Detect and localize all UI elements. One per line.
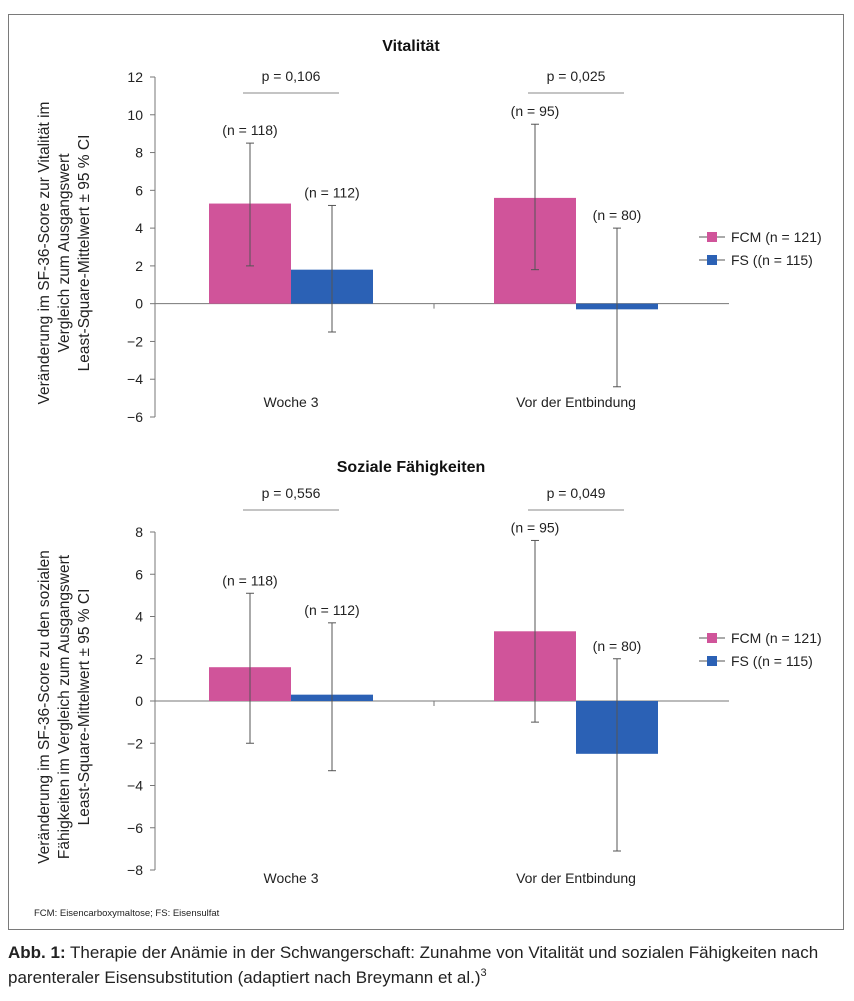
panel2-y-tick-label: 6 bbox=[135, 566, 143, 582]
panel2-n-label: (n = 95) bbox=[511, 519, 560, 535]
panel1-legend-swatch bbox=[707, 232, 717, 242]
panel2-y-axis-label-line: Least-Square-Mittelwert ± 95 % CI bbox=[76, 589, 93, 826]
panel1-y-tick-label: 10 bbox=[127, 107, 143, 123]
panel2-y-axis-label-line: Veränderung im SF-36-Score zu den sozial… bbox=[36, 550, 53, 864]
panel2-y-tick-label: −4 bbox=[127, 778, 143, 794]
panel2-legend-label: FS ((n = 115) bbox=[731, 653, 813, 669]
panel1-y-axis-label-line: Least-Square-Mittelwert ± 95 % CI bbox=[76, 135, 93, 372]
panel1-y-tick-label: 4 bbox=[135, 220, 143, 236]
panel1-y-tick-label: 8 bbox=[135, 145, 143, 161]
panel2-chart-title: Soziale Fähigkeiten bbox=[337, 459, 485, 476]
panel2-legend-swatch bbox=[707, 656, 717, 666]
panel1-category-label: Vor der Entbindung bbox=[516, 394, 636, 410]
figure-caption: Abb. 1: Therapie der Anämie in der Schwa… bbox=[8, 940, 844, 990]
panel1-y-tick-label: −6 bbox=[127, 409, 143, 425]
panel1-n-label: (n = 80) bbox=[593, 207, 642, 223]
panel2-n-label: (n = 118) bbox=[222, 572, 277, 588]
panel2-category-label: Vor der Entbindung bbox=[516, 870, 636, 886]
panel2-y-tick-label: 0 bbox=[135, 693, 143, 709]
figure-frame: Vitalität Veränderung im SF-36-Score zur … bbox=[8, 14, 844, 930]
panel1-p-value-label: p = 0,106 bbox=[262, 68, 321, 84]
panel1-p-value-label: p = 0,025 bbox=[547, 68, 606, 84]
panel1-y-tick-label: 0 bbox=[135, 296, 143, 312]
panel2-y-tick-label: 2 bbox=[135, 651, 143, 667]
panel1-n-label: (n = 118) bbox=[222, 122, 277, 138]
caption-ref: 3 bbox=[480, 967, 487, 979]
panel1-y-axis-label-line: Veränderung im SF-36-Score zur Vitalität… bbox=[36, 102, 53, 405]
panel2-y-axis-label-line: Fähigkeiten im Vergleich zum Ausgangswer… bbox=[56, 554, 73, 859]
footnote: FCM: Eisencarboxymaltose; FS: Eisensulfa… bbox=[34, 908, 220, 919]
panel2-legend-label: FCM (n = 121) bbox=[731, 630, 822, 646]
panel2-y-tick-label: −2 bbox=[127, 735, 143, 751]
panel1-y-tick-label: 12 bbox=[127, 69, 143, 85]
panel1-legend-label: FS ((n = 115) bbox=[731, 252, 813, 268]
panel2-p-value-label: p = 0,556 bbox=[262, 485, 321, 501]
panel1-chart-title: Vitalität bbox=[382, 38, 440, 55]
panel2-y-tick-label: −8 bbox=[127, 862, 143, 878]
panel2-p-value-label: p = 0,049 bbox=[547, 485, 606, 501]
panel1-y-tick-label: 2 bbox=[135, 258, 143, 274]
panel2-legend-swatch bbox=[707, 633, 717, 643]
panel2-category-label: Woche 3 bbox=[264, 870, 319, 886]
panel1-category-label: Woche 3 bbox=[264, 394, 319, 410]
panel1-y-tick-label: −4 bbox=[127, 371, 143, 387]
panel2-y-tick-label: 8 bbox=[135, 524, 143, 540]
panel2-n-label: (n = 80) bbox=[593, 638, 642, 654]
panel1-n-label: (n = 112) bbox=[304, 184, 359, 200]
panel1-legend-swatch bbox=[707, 255, 717, 265]
panel2-n-label: (n = 112) bbox=[304, 602, 359, 618]
panel1-n-label: (n = 95) bbox=[511, 103, 560, 119]
panel1-legend-label: FCM (n = 121) bbox=[731, 229, 822, 245]
panel2-y-tick-label: 4 bbox=[135, 609, 143, 625]
panel2-y-tick-label: −6 bbox=[127, 820, 143, 836]
panel1-y-tick-label: −2 bbox=[127, 333, 143, 349]
panel1-y-axis-label-line: Vergleich zum Ausgangswert bbox=[56, 153, 73, 353]
caption-text: Therapie der Anämie in der Schwangerscha… bbox=[8, 943, 819, 987]
caption-label: Abb. 1: bbox=[8, 943, 66, 962]
panel1-y-tick-label: 6 bbox=[135, 182, 143, 198]
charts-svg: Vitalität Veränderung im SF-36-Score zur … bbox=[36, 38, 822, 886]
